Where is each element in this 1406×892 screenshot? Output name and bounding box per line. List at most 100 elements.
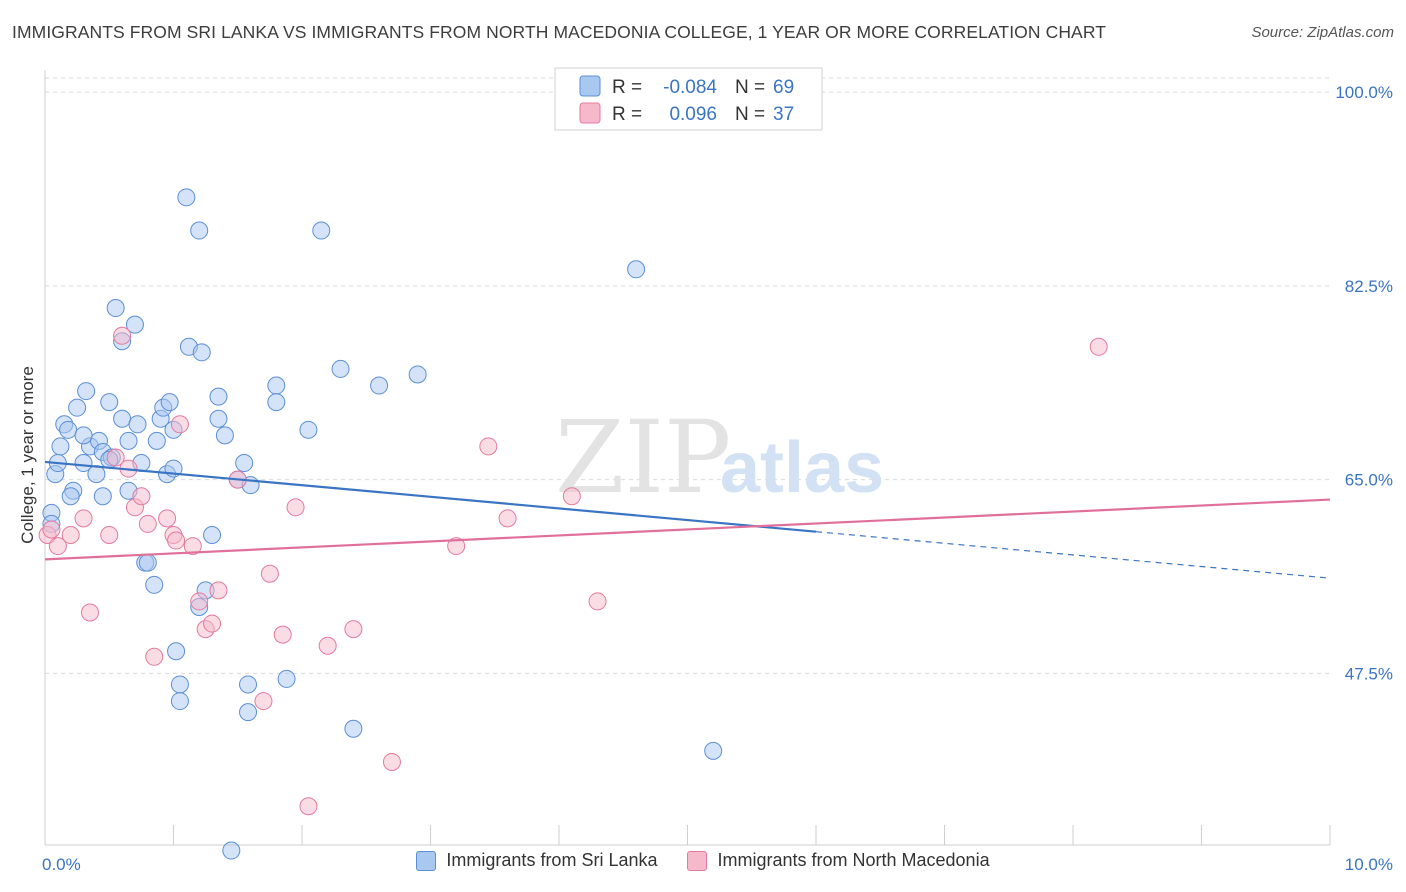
point-sri-lanka (170, 675, 189, 694)
bottom-legend-label: Immigrants from North Macedonia (717, 850, 990, 870)
legend-n-label: N = (735, 77, 765, 98)
point-sri-lanka (170, 692, 189, 711)
trend-line-sri-lanka-extension (815, 531, 1331, 579)
point-north-macedonia (145, 647, 164, 666)
legend-n-label: N = (735, 104, 765, 125)
legend-r-value: 0.096 (669, 104, 717, 125)
point-north-macedonia (273, 625, 292, 644)
legend-n-value: 69 (773, 77, 794, 98)
point-sri-lanka (145, 575, 164, 594)
point-sri-lanka (167, 642, 186, 661)
point-sri-lanka (209, 409, 228, 428)
point-north-macedonia (260, 564, 279, 583)
point-sri-lanka (215, 426, 234, 445)
legend-r-label: R = (612, 77, 642, 98)
point-north-macedonia (562, 487, 581, 506)
point-sri-lanka (74, 454, 93, 473)
point-sri-lanka (331, 359, 350, 378)
bottom-legend-label: Immigrants from Sri Lanka (446, 850, 658, 870)
y-tick-label: 82.5% (1345, 277, 1393, 296)
point-north-macedonia (299, 797, 318, 816)
point-sri-lanka (59, 420, 78, 439)
point-north-macedonia (132, 487, 151, 506)
point-sri-lanka (267, 393, 286, 412)
point-north-macedonia (479, 437, 498, 456)
trend-line-sri-lanka (44, 460, 817, 533)
point-sri-lanka (239, 675, 258, 694)
point-sri-lanka (93, 487, 112, 506)
point-sri-lanka (704, 741, 723, 760)
y-tick-label: 100.0% (1335, 83, 1393, 102)
y-tick-label: 47.5% (1345, 664, 1393, 683)
grid-lines (45, 77, 1330, 674)
point-north-macedonia (344, 620, 363, 639)
y-tick-labels: 47.5% 65.0% 82.5% 100.0% (1335, 83, 1393, 683)
point-sri-lanka (299, 420, 318, 439)
point-sri-lanka (138, 553, 157, 572)
point-sri-lanka (68, 398, 87, 417)
point-north-macedonia (209, 581, 228, 600)
point-sri-lanka (209, 387, 228, 406)
point-north-macedonia (190, 592, 209, 611)
point-north-macedonia (170, 415, 189, 434)
watermark-zip: ZIP (555, 399, 731, 516)
point-sri-lanka (128, 415, 147, 434)
point-sri-lanka (627, 260, 646, 279)
point-north-macedonia (100, 526, 119, 544)
point-north-macedonia (48, 537, 67, 556)
point-sri-lanka (239, 703, 258, 722)
x-tick-labels: 0.0% 10.0% (42, 855, 1393, 874)
watermark: ZIP atlas (555, 399, 884, 516)
point-north-macedonia (167, 531, 186, 550)
legend-r-value: -0.084 (663, 77, 717, 98)
point-north-macedonia (254, 692, 273, 711)
axes (44, 70, 1331, 846)
chart-title: IMMIGRANTS FROM SRI LANKA VS IMMIGRANTS … (12, 22, 1107, 42)
point-north-macedonia (588, 592, 607, 611)
point-sri-lanka (61, 487, 80, 506)
watermark-atlas: atlas (720, 428, 884, 508)
point-north-macedonia (318, 636, 337, 655)
point-sri-lanka (106, 299, 125, 318)
point-north-macedonia (447, 537, 466, 556)
point-sri-lanka (312, 221, 331, 240)
point-north-macedonia (183, 537, 202, 556)
point-sri-lanka (51, 437, 70, 456)
point-north-macedonia (113, 326, 132, 345)
point-sri-lanka (370, 376, 389, 395)
bottom-legend: Immigrants from Sri Lanka Immigrants fro… (0, 850, 1406, 871)
legend-swatch-blue (579, 75, 601, 97)
point-sri-lanka (147, 431, 166, 450)
legend-n-value: 37 (773, 104, 794, 125)
point-sri-lanka (222, 841, 241, 860)
point-sri-lanka (77, 382, 96, 401)
point-sri-lanka (408, 365, 427, 384)
point-north-macedonia (106, 448, 125, 467)
point-sri-lanka (267, 376, 286, 395)
point-sri-lanka (203, 526, 222, 544)
y-tick-label: 65.0% (1345, 471, 1393, 490)
point-sri-lanka (277, 669, 296, 688)
point-north-macedonia (1089, 337, 1108, 356)
point-north-macedonia (203, 614, 222, 633)
point-sri-lanka (74, 426, 93, 445)
point-sri-lanka (190, 221, 209, 240)
bottom-legend-item-sri-lanka: Immigrants from Sri Lanka (416, 850, 657, 871)
point-sri-lanka (235, 454, 254, 473)
point-north-macedonia (382, 752, 401, 771)
legend: R = -0.084 N = 69 R = 0.096 N = 37 (554, 67, 823, 131)
trend-lines (44, 460, 1331, 579)
legend-swatch-blue (416, 850, 437, 871)
source-label: Source: ZipAtlas.com (1251, 24, 1394, 41)
trend-line-north-macedonia (44, 498, 1331, 561)
point-sri-lanka (177, 188, 196, 207)
bottom-legend-item-north-macedonia: Immigrants from North Macedonia (687, 850, 990, 871)
point-north-macedonia (61, 526, 80, 544)
x-tick-label: 0.0% (42, 855, 81, 874)
legend-swatch-pink (579, 102, 601, 124)
point-sri-lanka (113, 409, 132, 428)
point-north-macedonia (138, 514, 157, 533)
point-sri-lanka (125, 315, 144, 334)
point-sri-lanka (192, 343, 211, 362)
